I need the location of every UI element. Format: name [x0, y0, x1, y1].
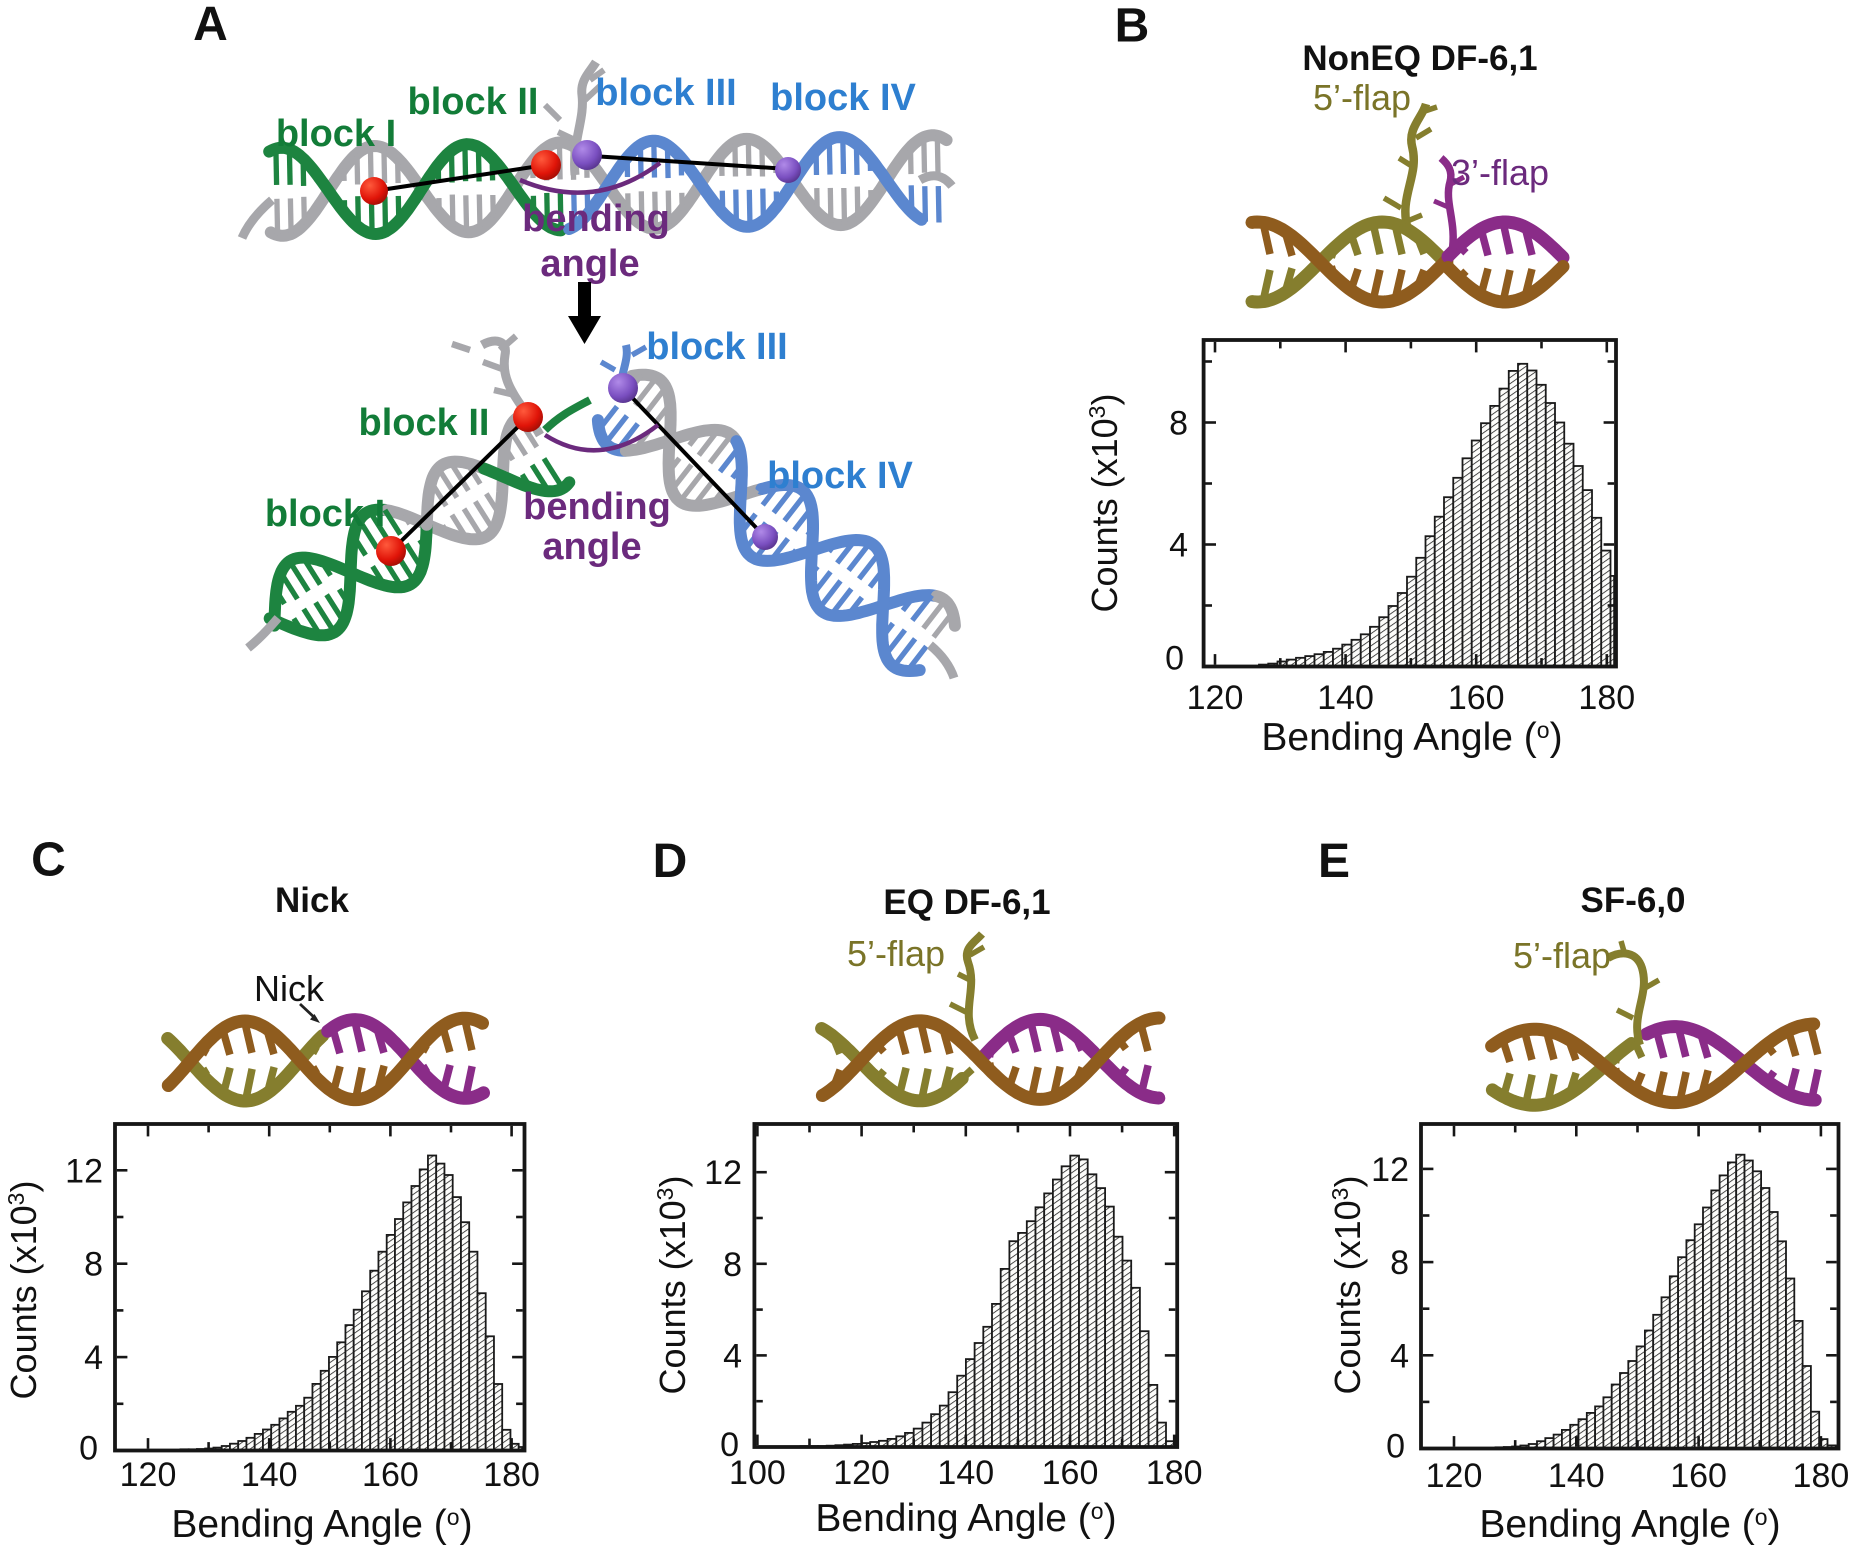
svg-text:5’-flap: 5’-flap: [1313, 77, 1411, 118]
svg-text:160: 160: [1042, 1454, 1099, 1492]
svg-text:8: 8: [1390, 1244, 1409, 1282]
svg-text:120: 120: [1426, 1457, 1483, 1495]
svg-text:C: C: [31, 834, 66, 887]
svg-text:Counts (x103): Counts (x103): [3, 1181, 44, 1400]
svg-text:140: 140: [937, 1454, 994, 1492]
svg-text:140: 140: [1548, 1457, 1605, 1495]
svg-text:Counts (x103): Counts (x103): [652, 1176, 693, 1395]
svg-text:Bending Angle (o): Bending Angle (o): [171, 1503, 472, 1546]
svg-text:140: 140: [241, 1456, 298, 1494]
svg-text:160: 160: [362, 1456, 419, 1494]
svg-text:120: 120: [120, 1456, 177, 1494]
svg-text:5’-flap: 5’-flap: [1513, 935, 1611, 976]
svg-text:8: 8: [1169, 405, 1188, 443]
svg-text:140: 140: [1317, 679, 1374, 717]
svg-text:Bending Angle (o): Bending Angle (o): [815, 1497, 1116, 1540]
svg-text:E: E: [1318, 835, 1350, 888]
svg-text:5’-flap: 5’-flap: [847, 933, 945, 974]
svg-text:block IV: block IV: [767, 455, 913, 497]
svg-text:D: D: [653, 835, 688, 888]
svg-text:block II: block II: [408, 81, 539, 123]
svg-text:angle: angle: [542, 526, 641, 568]
svg-text:0: 0: [79, 1430, 98, 1468]
svg-text:bending: bending: [523, 486, 671, 528]
svg-text:angle: angle: [540, 243, 639, 285]
svg-text:12: 12: [65, 1152, 103, 1190]
svg-text:4: 4: [723, 1337, 742, 1375]
svg-text:160: 160: [1670, 1457, 1727, 1495]
svg-text:EQ DF-6,1: EQ DF-6,1: [883, 883, 1050, 922]
svg-text:block I: block I: [276, 113, 396, 155]
svg-text:Bending Angle (o): Bending Angle (o): [1261, 716, 1562, 759]
svg-text:block III: block III: [595, 72, 736, 114]
svg-text:Nick: Nick: [254, 968, 325, 1009]
svg-text:B: B: [1115, 0, 1150, 53]
svg-text:180: 180: [1578, 679, 1635, 717]
svg-text:block IV: block IV: [770, 77, 916, 119]
svg-text:180: 180: [1146, 1454, 1203, 1492]
svg-text:bending: bending: [522, 198, 670, 240]
svg-text:120: 120: [833, 1454, 890, 1492]
svg-text:4: 4: [1169, 527, 1188, 565]
svg-text:Nick: Nick: [275, 881, 349, 920]
svg-text:180: 180: [1793, 1457, 1850, 1495]
svg-text:8: 8: [84, 1246, 103, 1284]
svg-text:SF-6,0: SF-6,0: [1580, 881, 1685, 920]
svg-text:Counts (x103): Counts (x103): [1084, 394, 1125, 613]
svg-text:A: A: [193, 0, 228, 51]
svg-text:4: 4: [1390, 1337, 1409, 1375]
svg-text:180: 180: [483, 1456, 540, 1494]
svg-text:block I: block I: [265, 493, 385, 535]
svg-text:0: 0: [1165, 640, 1184, 678]
svg-text:3’-flap: 3’-flap: [1451, 152, 1549, 193]
svg-text:block II: block II: [359, 402, 490, 444]
svg-text:120: 120: [1187, 679, 1244, 717]
svg-text:block III: block III: [646, 326, 787, 368]
svg-text:0: 0: [1386, 1428, 1405, 1466]
svg-text:Bending Angle (o): Bending Angle (o): [1479, 1503, 1780, 1546]
svg-text:160: 160: [1448, 679, 1505, 717]
svg-text:NonEQ DF-6,1: NonEQ DF-6,1: [1302, 39, 1537, 78]
svg-text:12: 12: [1371, 1151, 1409, 1189]
svg-text:100: 100: [729, 1454, 786, 1492]
svg-text:8: 8: [723, 1246, 742, 1284]
svg-text:12: 12: [704, 1154, 742, 1192]
svg-text:4: 4: [84, 1339, 103, 1377]
svg-text:Counts (x103): Counts (x103): [1327, 1176, 1368, 1395]
svg-text:0: 0: [720, 1426, 739, 1464]
